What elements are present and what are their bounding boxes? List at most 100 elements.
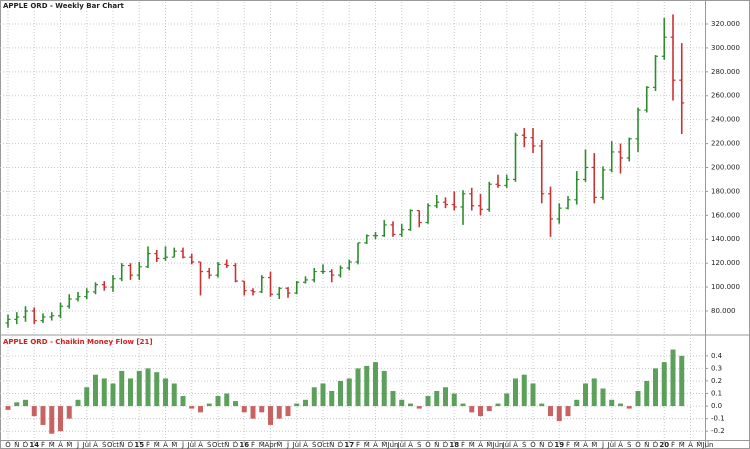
cmf-bar [373,362,378,407]
cmf-bar [653,368,658,407]
y-tick-label: 0.0 [711,402,722,410]
x-tick-label: Jun [387,441,399,449]
x-tick-label: 15 [134,441,144,449]
cmf-bar [670,349,676,407]
cmf-bar [49,406,55,434]
x-tick-label: O [425,441,431,449]
cmf-bar [250,406,256,419]
y-tick-label: 0.1 [711,390,722,398]
x-tick-label: Jul [292,441,302,449]
cmf-bar [661,362,667,407]
cmf-bar [443,387,448,407]
cmf-bar [84,387,90,407]
x-tick-label: S [627,441,632,449]
cmf-bar [5,406,11,410]
cmf-bar [268,406,273,425]
cmf-bar [163,378,168,407]
x-tick-label: N [329,441,334,449]
y-tick-label: 300.000 [711,44,740,52]
cmf-bar [241,406,247,413]
cmf-bar [591,378,597,407]
x-tick-label: A [688,441,693,449]
indicator-title: APPLE ORD - Chaikin Money Flow [21] [3,338,153,346]
x-tick-label: N [119,441,124,449]
x-tick-label: A [373,441,378,449]
cmf-bar [679,355,685,407]
cmf-bar [66,406,72,419]
cmf-bar [425,396,431,407]
x-tick-label: Jul [397,441,407,449]
x-tick-label: S [207,441,212,449]
chart-title: APPLE ORD - Weekly Bar Chart [3,2,125,10]
cmf-bar [495,403,501,407]
y-tick-label: 160.000 [711,211,740,219]
cmf-bar [521,374,527,407]
x-tick-label: M [49,441,55,449]
x-tick-label: 14 [29,441,39,449]
y-tick-label: 100.000 [711,283,740,291]
cmf-bar [346,378,352,407]
cmf-bar [539,403,545,407]
x-tick-label: M [679,441,685,449]
cmf-bar [180,396,186,407]
x-tick-label: F [356,441,360,449]
cmf-bar [600,388,606,407]
x-tick-label: A [408,441,413,449]
y-tick-label: 80.000 [711,307,736,315]
cmf-bar [75,399,81,407]
x-tick-label: M [381,441,387,449]
cmf-bar [294,403,300,407]
y-tick-label: -0.1 [711,415,725,423]
cmf-bar [311,387,317,407]
cmf-bar [136,370,142,407]
x-tick-label: M [66,441,72,449]
y-tick-label: 120.000 [711,259,740,267]
x-tick-label: F [146,441,150,449]
y-tick-label: 240.000 [711,116,740,124]
cmf-bar [320,383,326,407]
x-tick-label: 19 [554,441,564,449]
cmf-bar [14,402,20,407]
x-tick-label: N [434,441,439,449]
cmf-bar [583,383,588,407]
x-tick-label: M [171,441,177,449]
x-tick-label: F [671,441,675,449]
x-tick-label: Jul [187,441,197,449]
x-tick-label: A [198,441,203,449]
x-tick-label: D [548,441,553,449]
x-tick-label: 20 [659,441,669,449]
cmf-bar [303,399,308,407]
x-tick-label: M [696,441,702,449]
cmf-bar [399,399,405,407]
x-tick-label: O [635,441,641,449]
x-tick-label: A [163,441,168,449]
x-tick-label: M [259,441,265,449]
x-tick-label: 18 [449,441,459,449]
x-tick-label: M [469,441,475,449]
cmf-bar [565,406,571,417]
x-tick-label: D [23,441,28,449]
cmf-bar [626,406,632,409]
cmf-bar [635,391,641,407]
y-tick-label: 200.000 [711,163,740,171]
x-tick-label: Apr [264,441,276,449]
x-tick-label: D [653,441,658,449]
cmf-bar [215,396,221,407]
x-tick-label: F [251,441,255,449]
x-tick-label: J [76,441,79,449]
y-tick-label: 220.000 [711,140,740,148]
x-tick-label: M [591,441,597,449]
y-tick-label: 140.000 [711,235,740,243]
y-tick-label: 0.2 [711,377,722,385]
cmf-bar [154,372,160,407]
x-tick-label: J [181,441,184,449]
x-tick-label: D [233,441,238,449]
x-tick-label: M [574,441,580,449]
cmf-bar [434,391,440,407]
x-tick-label: M [154,441,160,449]
x-tick-label: N [224,441,229,449]
x-tick-label: M [486,441,492,449]
x-tick-label: A [513,441,518,449]
cmf-bar [31,406,37,417]
